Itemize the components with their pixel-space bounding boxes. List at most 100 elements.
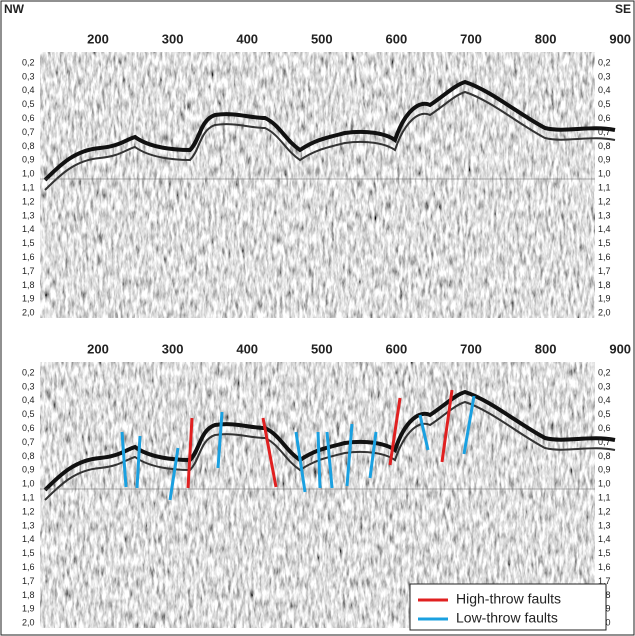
x-tick-label: 800 xyxy=(535,31,557,46)
legend-label: Low-throw faults xyxy=(456,610,558,626)
y-tick-label: 1,5 xyxy=(598,548,611,558)
y-tick-label: 0,8 xyxy=(598,141,611,151)
legend-box xyxy=(409,583,607,631)
y-tick-label: 1,7 xyxy=(22,266,35,276)
x-tick-label: 300 xyxy=(162,31,184,46)
x-tick-label: 500 xyxy=(311,31,333,46)
y-tick-label: 0,2 xyxy=(22,367,35,377)
y-tick-label: 1,1 xyxy=(22,492,35,502)
x-tick-label: 500 xyxy=(311,341,333,356)
y-tick-label: 1,6 xyxy=(22,562,35,572)
x-tick-label: 700 xyxy=(460,31,482,46)
y-tick-label: 0,5 xyxy=(22,99,35,109)
reflector xyxy=(44,400,616,501)
x-tick-label: 400 xyxy=(236,341,258,356)
legend-label: High-throw faults xyxy=(456,591,561,607)
y-tick-label: 1,0 xyxy=(22,169,35,179)
y-tick-label: 2,0 xyxy=(22,618,35,628)
y-tick-label: 0,7 xyxy=(22,437,35,447)
legend: High-throw faults Low-throw faults xyxy=(409,583,607,631)
y-tick-label: 0,2 xyxy=(598,57,611,67)
y-tick-label: 0,2 xyxy=(598,367,611,377)
x-tick-label: 800 xyxy=(535,341,557,356)
y-tick-label: 0,6 xyxy=(22,423,35,433)
y-tick-label: 0,6 xyxy=(598,423,611,433)
y-tick-label: 1,3 xyxy=(22,210,35,220)
y-tick-label: 0,3 xyxy=(598,71,611,81)
y-tick-label: 1,6 xyxy=(598,562,611,572)
y-tick-label: 0,6 xyxy=(598,113,611,123)
y-tick-label: 0,8 xyxy=(22,451,35,461)
y-tick-label: 1,1 xyxy=(598,492,611,502)
y-tick-label: 1,4 xyxy=(598,534,611,544)
y-tick-label: 1,3 xyxy=(598,210,611,220)
y-tick-label: 0,9 xyxy=(598,155,611,165)
seismic-section xyxy=(40,52,595,318)
y-tick-label: 1,6 xyxy=(22,252,35,262)
y-tick-label: 0,2 xyxy=(22,57,35,67)
corner-label: NW xyxy=(4,2,25,16)
y-tick-label: 1,8 xyxy=(22,280,35,290)
y-tick-label: 0,6 xyxy=(22,113,35,123)
y-tick-label: 0,5 xyxy=(22,409,35,419)
x-tick-label: 400 xyxy=(236,31,258,46)
y-tick-label: 2,0 xyxy=(598,308,611,318)
y-tick-label: 0,7 xyxy=(598,127,611,137)
y-tick-label: 1,4 xyxy=(598,224,611,234)
y-tick-label: 1,0 xyxy=(22,479,35,489)
corner-label: SE xyxy=(615,2,631,16)
y-tick-label: 1,7 xyxy=(598,576,611,586)
x-tick-label: 700 xyxy=(460,341,482,356)
y-tick-label: 0,3 xyxy=(598,381,611,391)
y-tick-label: 0,4 xyxy=(22,395,35,405)
y-tick-label: 0,9 xyxy=(22,155,35,165)
panels: 200 300 400 500 600 700 800 900 0,2 0,2 0,3 0,3 0,4 0… xyxy=(4,2,631,628)
y-tick-label: 0,5 xyxy=(598,99,611,109)
x-tick-label: 200 xyxy=(87,31,109,46)
y-tick-label: 0,9 xyxy=(22,465,35,475)
y-tick-label: 0,4 xyxy=(598,395,611,405)
y-tick-label: 0,5 xyxy=(598,409,611,419)
y-tick-label: 1,0 xyxy=(598,479,611,489)
y-tick-label: 2,0 xyxy=(22,308,35,318)
x-tick-label: 600 xyxy=(386,341,408,356)
x-tick-label: 600 xyxy=(386,31,408,46)
x-tick-label: 300 xyxy=(162,341,184,356)
y-tick-label: 0,7 xyxy=(598,437,611,447)
y-tick-label: 0,9 xyxy=(598,465,611,475)
x-tick-label: 900 xyxy=(609,341,631,356)
y-tick-label: 1,6 xyxy=(598,252,611,262)
y-tick-label: 1,2 xyxy=(22,506,35,516)
y-tick-label: 0,4 xyxy=(22,85,35,95)
y-tick-label: 1,5 xyxy=(598,238,611,248)
faults xyxy=(120,389,476,501)
y-tick-label: 0,8 xyxy=(598,451,611,461)
y-tick-label: 0,4 xyxy=(598,85,611,95)
y-tick-label: 1,2 xyxy=(598,506,611,516)
y-tick-label: 1,3 xyxy=(22,520,35,530)
reflector xyxy=(44,90,616,191)
y-tick-label: 0,7 xyxy=(22,127,35,137)
y-tick-label: 0,3 xyxy=(22,71,35,81)
x-tick-label: 200 xyxy=(87,341,109,356)
y-tick-label: 1,1 xyxy=(22,182,35,192)
y-tick-label: 1,5 xyxy=(22,238,35,248)
y-tick-label: 1,7 xyxy=(22,576,35,586)
y-tick-label: 1,8 xyxy=(598,280,611,290)
y-tick-label: 1,0 xyxy=(598,169,611,179)
y-tick-label: 1,3 xyxy=(598,520,611,530)
y-tick-label: 1,5 xyxy=(22,548,35,558)
y-tick-label: 1,1 xyxy=(598,182,611,192)
y-tick-label: 0,8 xyxy=(22,141,35,151)
y-tick-label: 1,9 xyxy=(22,294,35,304)
y-tick-label: 1,2 xyxy=(598,196,611,206)
y-tick-label: 1,4 xyxy=(22,534,35,544)
reflector xyxy=(43,79,616,182)
y-tick-label: 1,2 xyxy=(22,196,35,206)
y-tick-label: 1,7 xyxy=(598,266,611,276)
y-tick-label: 1,9 xyxy=(598,294,611,304)
y-tick-label: 1,9 xyxy=(22,604,35,614)
y-tick-label: 1,4 xyxy=(22,224,35,234)
x-tick-label: 900 xyxy=(609,31,631,46)
